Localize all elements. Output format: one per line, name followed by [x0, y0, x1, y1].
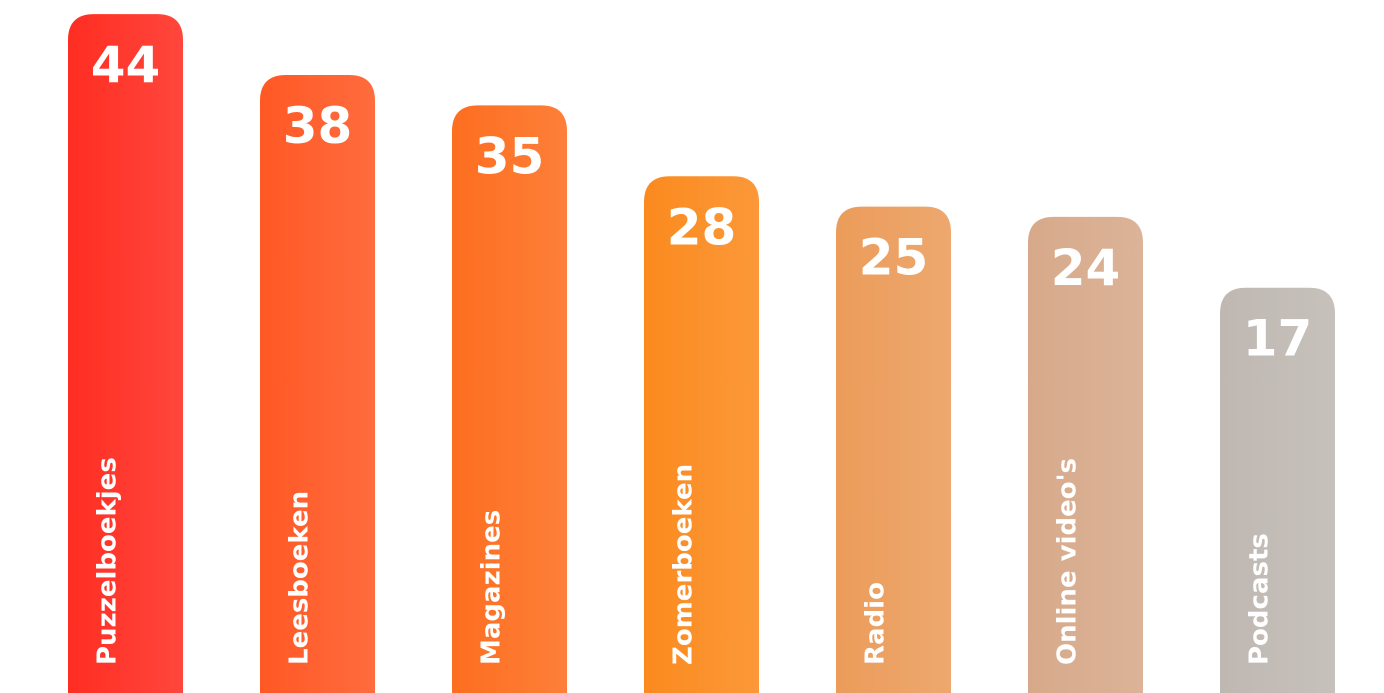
bar — [452, 105, 567, 693]
category-label: Zomerboeken — [669, 464, 699, 665]
bar — [836, 206, 951, 693]
category-label: Leesboeken — [285, 491, 315, 665]
bar — [260, 74, 375, 693]
category-label: Online video's — [1053, 458, 1083, 665]
bar — [644, 176, 759, 693]
value-label: 28 — [667, 198, 737, 256]
value-label: 24 — [1051, 239, 1121, 297]
bar — [68, 14, 183, 693]
value-label: 44 — [91, 36, 161, 94]
value-label: 17 — [1243, 310, 1313, 368]
category-label: Podcasts — [1245, 533, 1275, 665]
value-label: 35 — [475, 127, 545, 185]
category-label: Magazines — [477, 510, 507, 665]
category-label: Puzzelboekjes — [93, 457, 123, 665]
bar — [1220, 287, 1335, 693]
value-label: 25 — [859, 229, 929, 287]
value-label: 38 — [283, 97, 353, 155]
category-label: Radio — [861, 582, 891, 665]
bar — [1028, 216, 1143, 693]
